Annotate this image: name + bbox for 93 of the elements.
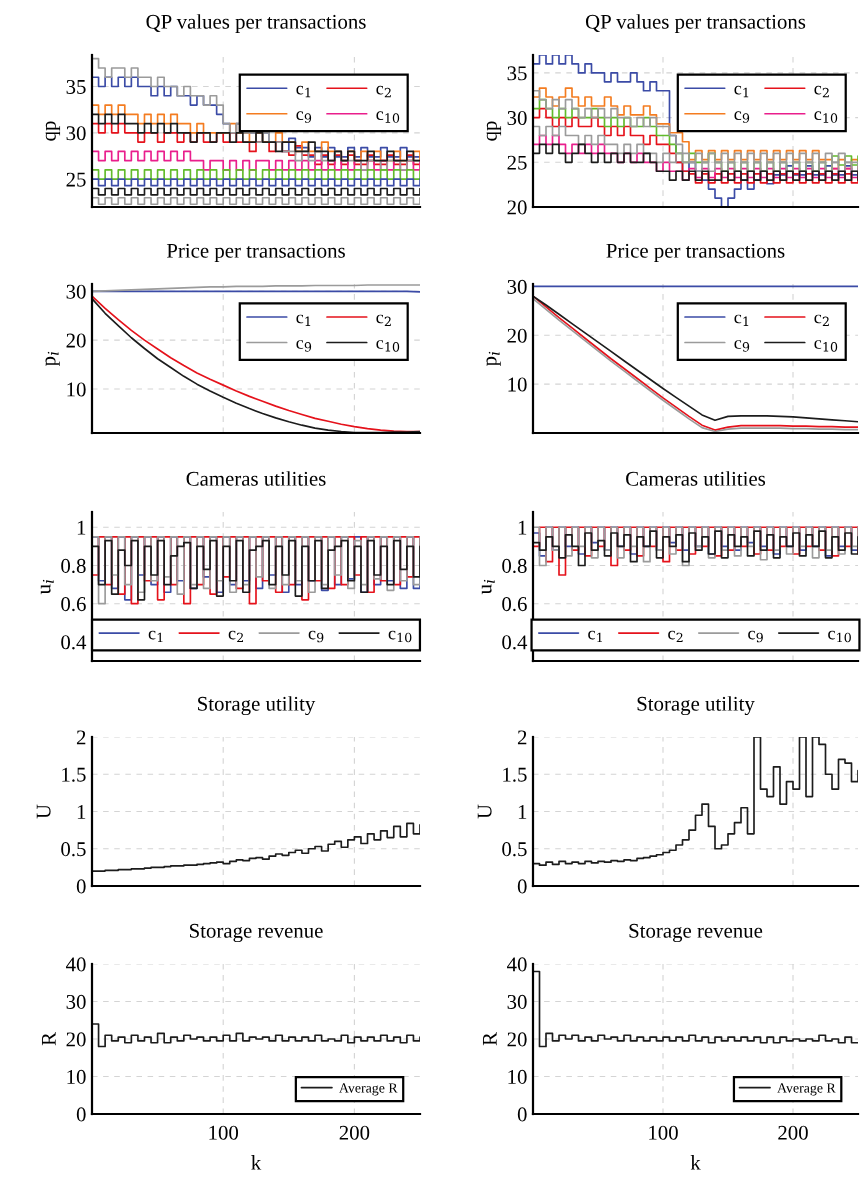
y-tick-label: 30 <box>66 994 86 1009</box>
y-tick-label: 10 <box>67 382 86 397</box>
legend-label: c$_{1}$ <box>296 85 311 98</box>
legend-label: c$_{9}$ <box>296 111 312 123</box>
y-axis-title: u$_{i}$ <box>40 579 54 595</box>
chart-title: Cameras utilities <box>186 471 326 486</box>
y-axis-title: qp <box>486 121 502 141</box>
legend-label: c$_{10}$ <box>828 630 851 643</box>
legend-label: c$_{9}$ <box>296 340 312 352</box>
x-tick-label: 100 <box>649 1125 678 1140</box>
y-tick-label: 1.5 <box>503 767 527 782</box>
legend-label: c$_{2}$ <box>814 85 829 98</box>
y-tick-label: 20 <box>66 333 86 348</box>
legend-label: c$_{9}$ <box>748 630 763 643</box>
y-tick-label: 40 <box>66 957 86 972</box>
chart-title: Cameras utilities <box>626 471 766 486</box>
x-axis-title: k <box>690 1155 701 1170</box>
y-tick-label: 2 <box>76 730 86 745</box>
y-tick-label: 1 <box>77 520 86 535</box>
y-tick-label: 25 <box>507 155 527 170</box>
y-tick-label: 0.5 <box>61 842 86 857</box>
y-tick-label: 10 <box>508 377 527 392</box>
legend-label: c$_{2}$ <box>228 630 243 643</box>
y-tick-label: 1 <box>77 804 86 819</box>
chart-title: Storage revenue <box>190 923 323 943</box>
y-tick-label: 1.5 <box>62 767 86 782</box>
y-tick-label: 30 <box>66 284 86 299</box>
y-tick-label: 25 <box>66 172 86 187</box>
y-tick-label: 30 <box>507 994 527 1009</box>
y-tick-label: 20 <box>507 200 527 215</box>
y-tick-label: 0.4 <box>502 635 528 650</box>
legend-label: c$_{10}$ <box>388 630 412 643</box>
chart-title: QP values per transactions <box>146 14 366 34</box>
x-axis-title: k <box>251 1155 262 1170</box>
y-tick-label: 30 <box>507 110 527 126</box>
y-tick-label: 2 <box>517 730 527 745</box>
y-tick-label: 0.8 <box>61 558 86 574</box>
x-tick-label: 100 <box>209 1125 239 1140</box>
legend-label: c$_{10}$ <box>376 340 400 352</box>
chart-title: Price per transactions <box>166 243 345 263</box>
legend-label: c$_{2}$ <box>376 85 391 98</box>
chart-title: QP values per transactions <box>585 14 806 34</box>
legend-label: c$_{1}$ <box>296 314 311 326</box>
y-tick-label: 0.5 <box>502 842 527 857</box>
chart-title: Storage utility <box>637 696 755 716</box>
y-tick-label: 20 <box>507 1032 527 1047</box>
y-tick-label: 20 <box>507 328 527 343</box>
legend-label: c$_{10}$ <box>814 111 838 123</box>
legend-label: c$_{1}$ <box>734 314 749 326</box>
legend-label: Average R <box>339 1083 398 1096</box>
y-tick-label: 35 <box>507 66 527 81</box>
y-axis-title: R <box>482 1032 497 1046</box>
y-axis-title: u$_{i}$ <box>481 579 495 595</box>
y-axis-title: p$_{i}$ <box>45 351 60 367</box>
legend-label: c$_{1}$ <box>588 630 602 643</box>
legend-label: c$_{2}$ <box>814 314 829 326</box>
y-tick-label: 1 <box>518 804 527 819</box>
legend-label: c$_{1}$ <box>148 630 163 643</box>
legend-label: c$_{10}$ <box>376 111 400 123</box>
chart-title: Price per transactions <box>606 243 785 263</box>
y-axis-title: U <box>36 804 51 819</box>
legend-label: c$_{9}$ <box>734 111 750 123</box>
y-axis-title: qp <box>45 121 61 141</box>
y-tick-label: 0 <box>76 879 86 894</box>
legend-label: c$_{1}$ <box>734 85 749 98</box>
y-tick-label: 10 <box>508 1069 527 1084</box>
legend-label: c$_{10}$ <box>814 340 838 352</box>
y-tick-label: 35 <box>66 79 86 94</box>
y-axis-title: p$_{i}$ <box>486 351 501 367</box>
y-tick-label: 30 <box>66 126 86 141</box>
chart-title: Storage utility <box>198 696 316 716</box>
legend-label: c$_{2}$ <box>668 630 683 643</box>
y-tick-label: 0.4 <box>61 635 87 650</box>
y-tick-label: 20 <box>66 1032 86 1047</box>
y-tick-label: 0.8 <box>502 558 527 574</box>
legend-label: c$_{2}$ <box>376 314 391 326</box>
y-tick-label: 0.6 <box>61 597 86 612</box>
y-tick-label: 30 <box>507 279 527 294</box>
y-tick-label: 0.6 <box>502 597 527 612</box>
y-tick-label: 1 <box>518 520 527 535</box>
x-tick-label: 200 <box>339 1125 370 1140</box>
y-tick-label: 10 <box>67 1069 86 1084</box>
y-tick-label: 40 <box>507 957 527 972</box>
y-tick-label: 0 <box>517 879 527 894</box>
y-tick-label: 0 <box>76 1107 86 1122</box>
y-axis-title: R <box>41 1032 56 1046</box>
chart-title: Storage revenue <box>629 923 763 943</box>
y-axis-title: U <box>477 804 492 819</box>
legend-label: Average R <box>777 1083 836 1096</box>
legend-label: c$_{9}$ <box>734 340 750 352</box>
y-tick-label: 0 <box>517 1107 527 1122</box>
x-tick-label: 200 <box>778 1125 808 1140</box>
legend-label: c$_{9}$ <box>308 630 324 643</box>
